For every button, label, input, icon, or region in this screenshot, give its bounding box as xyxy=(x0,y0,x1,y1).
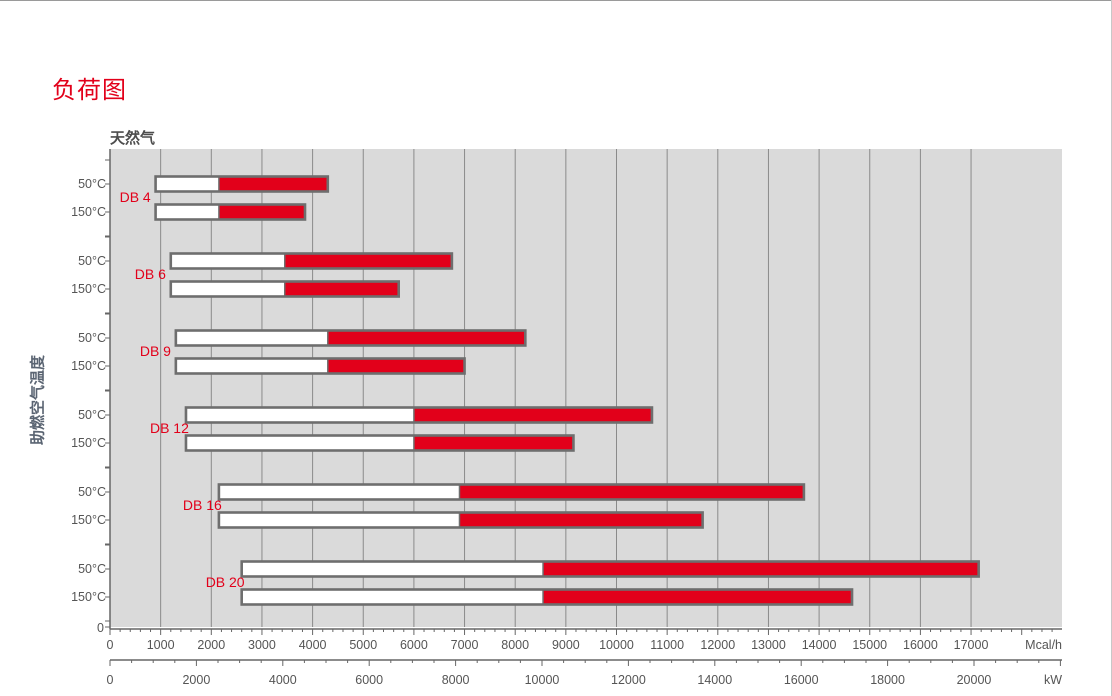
fuel-label: 天然气 xyxy=(110,130,156,147)
x-tick-label: 7000 xyxy=(451,638,479,652)
x2-tick-label: 0 xyxy=(107,673,114,687)
bar-outline xyxy=(184,434,575,452)
row-temp-label: 50°C xyxy=(78,254,106,268)
series-label: DB 9 xyxy=(140,343,171,359)
bar-outline xyxy=(217,483,806,501)
x-tick-label: 16000 xyxy=(903,638,938,652)
bar-range-segment xyxy=(413,407,652,423)
x-tick-label: 3000 xyxy=(248,638,276,652)
x2-tick-label: 18000 xyxy=(870,673,905,687)
x-unit-secondary: kW xyxy=(1044,673,1062,687)
row-temp-label: 50°C xyxy=(78,331,106,345)
bar-min-segment xyxy=(175,330,328,346)
bar-outline xyxy=(154,203,307,221)
bar-min-segment xyxy=(155,176,219,192)
bar-range-segment xyxy=(543,561,979,577)
x-tick-label: 14000 xyxy=(802,638,837,652)
row-temp-label: 150°C xyxy=(71,282,106,296)
x-tick-label: 2000 xyxy=(197,638,225,652)
x-tick-label: 4000 xyxy=(299,638,327,652)
x2-tick-label: 2000 xyxy=(182,673,210,687)
series-label: DB 6 xyxy=(135,266,166,282)
x-unit-primary: Mcal/h xyxy=(1025,638,1062,652)
bar-range-segment xyxy=(327,358,465,374)
bar-min-segment xyxy=(170,253,285,269)
bar-range-segment xyxy=(459,484,804,500)
x2-tick-label: 4000 xyxy=(269,673,297,687)
bar-range-segment xyxy=(218,176,328,192)
bar-min-segment xyxy=(218,512,460,528)
bar-range-segment xyxy=(327,330,526,346)
bar-outline xyxy=(240,588,854,606)
bar-range-segment xyxy=(543,589,853,605)
series-label: DB 12 xyxy=(150,420,189,436)
bar-range-segment xyxy=(284,253,452,269)
bar-range-segment xyxy=(459,512,703,528)
x2-tick-label: 12000 xyxy=(611,673,646,687)
x-tick-label: 9000 xyxy=(552,638,580,652)
x-tick-label: 11000 xyxy=(650,638,684,652)
bar-outline xyxy=(174,329,527,347)
bar-min-segment xyxy=(241,561,544,577)
series-label: DB 4 xyxy=(120,189,151,205)
x-tick-label: 6000 xyxy=(400,638,428,652)
row-temp-label: 50°C xyxy=(78,408,106,422)
row-temp-label: 50°C xyxy=(78,485,106,499)
bar-range-segment xyxy=(218,204,306,220)
x-tick-label: 13000 xyxy=(751,638,786,652)
row-temp-label: 150°C xyxy=(71,205,106,219)
bar-min-segment xyxy=(155,204,219,220)
x2-tick-label: 10000 xyxy=(525,673,560,687)
bar-range-segment xyxy=(413,435,574,451)
series-label: DB 20 xyxy=(206,574,245,590)
bar-outline xyxy=(240,560,980,578)
x2-tick-label: 16000 xyxy=(784,673,819,687)
x2-tick-label: 20000 xyxy=(957,673,992,687)
bar-outline xyxy=(154,175,330,193)
y-zero-label: 0 xyxy=(97,621,104,635)
x-tick-label: 1000 xyxy=(147,638,175,652)
x-tick-label: 8000 xyxy=(501,638,529,652)
top-border-line xyxy=(0,0,1112,1)
x2-tick-label: 8000 xyxy=(442,673,470,687)
bar-min-segment xyxy=(170,281,285,297)
bar-min-segment xyxy=(175,358,328,374)
bar-min-segment xyxy=(241,589,544,605)
x2-tick-label: 6000 xyxy=(355,673,383,687)
bar-min-segment xyxy=(185,435,414,451)
bar-range-segment xyxy=(284,281,399,297)
row-temp-label: 50°C xyxy=(78,177,106,191)
x-tick-label: 10000 xyxy=(599,638,634,652)
row-temp-label: 150°C xyxy=(71,513,106,527)
x-tick-label: 12000 xyxy=(700,638,735,652)
row-temp-label: 50°C xyxy=(78,562,106,576)
bar-min-segment xyxy=(185,407,414,423)
series-label: DB 16 xyxy=(183,497,222,513)
bar-outline xyxy=(217,511,704,529)
row-temp-label: 150°C xyxy=(71,359,106,373)
x-tick-label: 0 xyxy=(107,638,114,652)
x-tick-label: 15000 xyxy=(852,638,887,652)
page-title: 负荷图 xyxy=(52,77,127,104)
row-temp-label: 150°C xyxy=(71,436,106,450)
bar-outline xyxy=(184,406,654,424)
bar-outline xyxy=(174,357,466,375)
row-temp-label: 150°C xyxy=(71,590,106,604)
bar-min-segment xyxy=(218,484,460,500)
x-tick-label: 5000 xyxy=(349,638,377,652)
bar-outline xyxy=(169,252,454,270)
x-tick-label: 17000 xyxy=(954,638,989,652)
x2-tick-label: 14000 xyxy=(697,673,732,687)
plot-background xyxy=(110,149,1062,627)
